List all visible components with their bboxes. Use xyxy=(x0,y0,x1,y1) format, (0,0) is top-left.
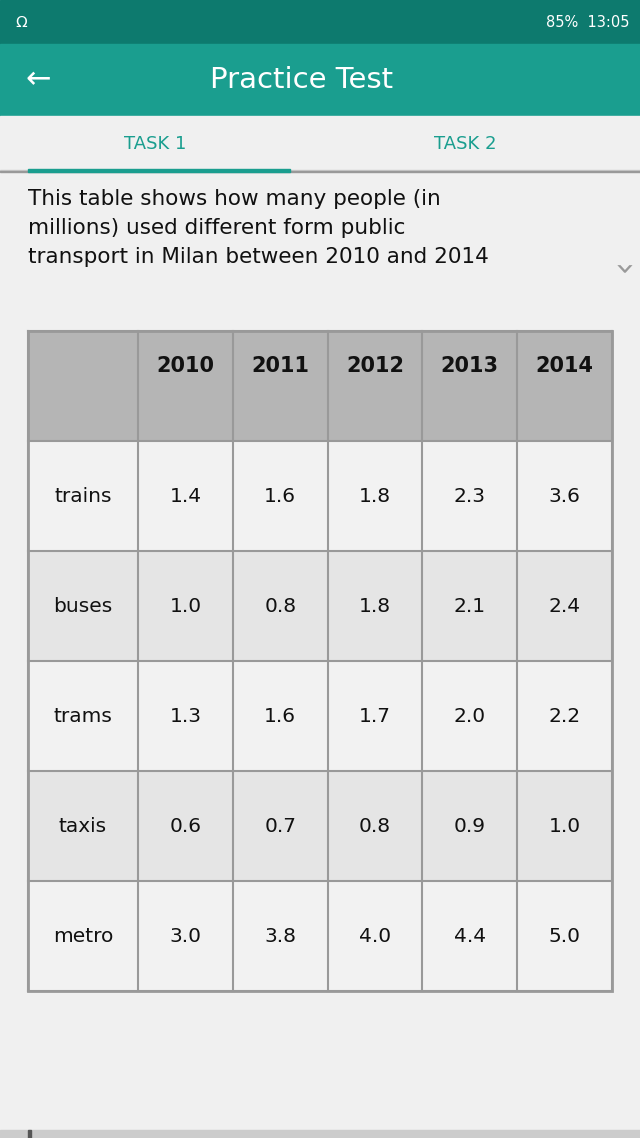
Bar xyxy=(0,171,640,300)
Text: 2010: 2010 xyxy=(156,356,214,376)
Text: 1.0: 1.0 xyxy=(548,816,580,835)
Text: 2013: 2013 xyxy=(441,356,499,376)
Bar xyxy=(28,331,612,991)
Text: taxis: taxis xyxy=(59,816,107,835)
Text: 3.8: 3.8 xyxy=(264,926,296,946)
Text: 2.0: 2.0 xyxy=(454,707,486,726)
Bar xyxy=(28,551,612,661)
Text: 2.4: 2.4 xyxy=(548,596,580,616)
Text: 4.0: 4.0 xyxy=(359,926,391,946)
Text: 2014: 2014 xyxy=(536,356,593,376)
Bar xyxy=(28,881,612,991)
Text: 2.2: 2.2 xyxy=(548,707,580,726)
Text: buses: buses xyxy=(53,596,113,616)
Bar xyxy=(28,170,290,172)
Text: TASK 1: TASK 1 xyxy=(124,134,186,152)
Text: 1.8: 1.8 xyxy=(359,596,391,616)
Text: TASK 2: TASK 2 xyxy=(434,134,496,152)
Text: 0.6: 0.6 xyxy=(170,816,202,835)
Text: 2.1: 2.1 xyxy=(454,596,486,616)
Text: 0.8: 0.8 xyxy=(359,816,391,835)
Text: trains: trains xyxy=(54,487,112,505)
Bar xyxy=(0,116,640,171)
Text: 1.7: 1.7 xyxy=(359,707,391,726)
Text: metro: metro xyxy=(53,926,113,946)
Text: 0.7: 0.7 xyxy=(264,816,296,835)
Text: 1.8: 1.8 xyxy=(359,487,391,505)
Bar xyxy=(28,331,612,442)
Text: 1.6: 1.6 xyxy=(264,707,296,726)
Text: 5.0: 5.0 xyxy=(548,926,580,946)
Bar xyxy=(0,1130,640,1138)
Text: 85%  13:05: 85% 13:05 xyxy=(547,15,630,30)
Text: 1.6: 1.6 xyxy=(264,487,296,505)
Text: 0.8: 0.8 xyxy=(264,596,296,616)
Text: 1.4: 1.4 xyxy=(170,487,202,505)
Text: This table shows how many people (in
millions) used different form public
transp: This table shows how many people (in mil… xyxy=(28,189,489,266)
Text: 2.3: 2.3 xyxy=(454,487,486,505)
Text: 2011: 2011 xyxy=(251,356,309,376)
Bar xyxy=(28,772,612,881)
Text: 3.0: 3.0 xyxy=(170,926,202,946)
Text: ›: › xyxy=(604,264,637,278)
Text: Practice Test: Practice Test xyxy=(210,66,393,94)
Text: trams: trams xyxy=(54,707,113,726)
Text: 1.3: 1.3 xyxy=(170,707,202,726)
Text: Ω: Ω xyxy=(15,15,27,30)
Text: 3.6: 3.6 xyxy=(548,487,580,505)
Text: ←: ← xyxy=(25,66,51,94)
Bar xyxy=(28,661,612,772)
Text: 1.0: 1.0 xyxy=(170,596,202,616)
Bar xyxy=(0,44,640,116)
Text: 4.4: 4.4 xyxy=(454,926,486,946)
Bar xyxy=(28,1130,31,1138)
Text: 0.9: 0.9 xyxy=(454,816,486,835)
Bar xyxy=(28,442,612,551)
Text: 2012: 2012 xyxy=(346,356,404,376)
Bar xyxy=(0,0,640,44)
